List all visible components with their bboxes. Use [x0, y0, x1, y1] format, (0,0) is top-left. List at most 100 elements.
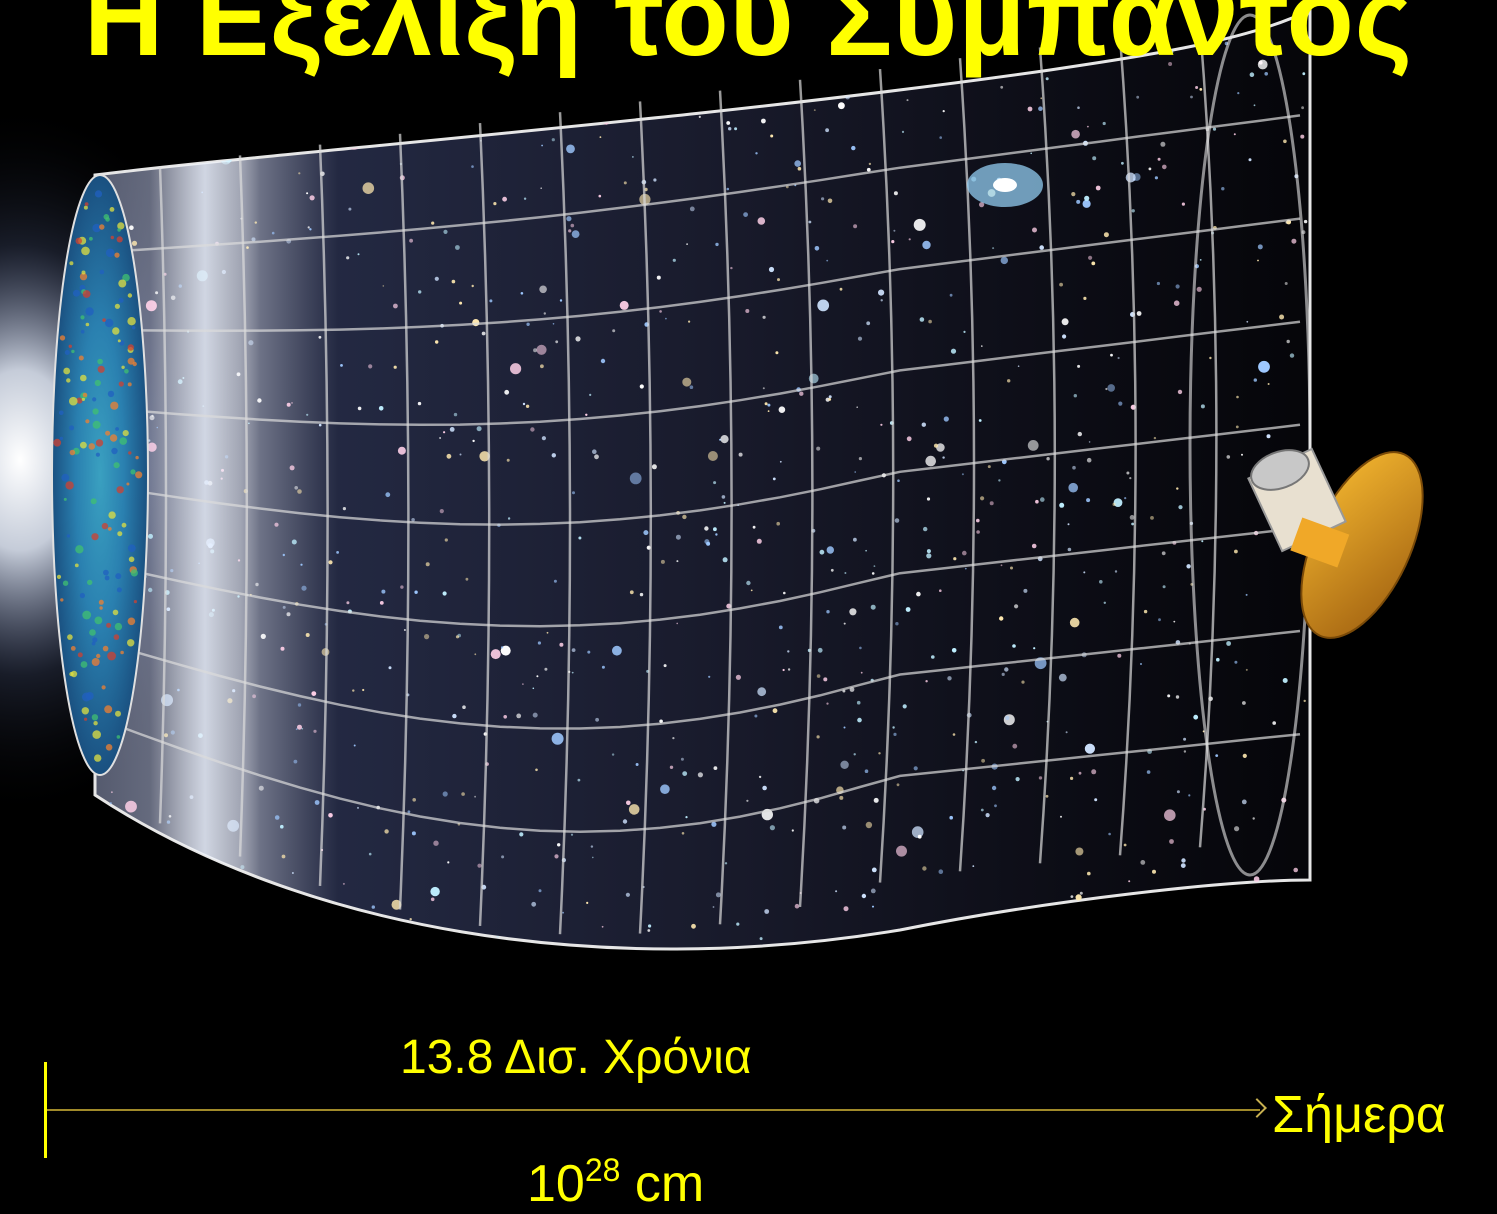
- galaxy-dot: [219, 98, 222, 101]
- galaxy-dot: [566, 216, 572, 222]
- cmb-spot: [79, 284, 86, 291]
- galaxy-dot: [1088, 255, 1093, 260]
- galaxy-dot: [247, 129, 252, 134]
- galaxy-dot: [858, 457, 863, 461]
- galaxy-dot: [856, 406, 858, 409]
- galaxy-dot: [632, 156, 634, 158]
- galaxy-dot: [947, 676, 952, 681]
- cmb-spot: [105, 430, 111, 436]
- galaxy-dot: [434, 276, 439, 281]
- galaxy-dot: [1124, 497, 1127, 500]
- galaxy-dot: [761, 118, 766, 124]
- cmb-spot: [75, 545, 84, 554]
- galaxy-dot: [817, 299, 830, 312]
- grid-line: [99, 217, 1301, 332]
- galaxy-dot: [1094, 798, 1098, 802]
- grid-ring: [958, 58, 976, 872]
- cmb-spot: [127, 344, 134, 351]
- cmb-spot: [127, 544, 136, 553]
- galaxy-dot: [459, 301, 463, 305]
- galaxy-dot: [819, 549, 825, 555]
- cmb-spot: [92, 397, 97, 402]
- galaxy-dot: [1070, 776, 1074, 781]
- galaxy-dot: [500, 645, 511, 656]
- cmb-spot: [95, 439, 104, 447]
- galaxy-dot: [1173, 300, 1180, 307]
- galaxy-dot: [764, 402, 768, 406]
- galaxy-dot: [951, 648, 957, 653]
- galaxy-dot: [1136, 95, 1140, 99]
- galaxy-dot: [825, 128, 829, 133]
- cmb-spot: [61, 473, 70, 482]
- galaxy-dot: [1077, 364, 1081, 368]
- cmb-spot: [105, 248, 115, 258]
- galaxy-dot: [1077, 106, 1080, 109]
- galaxy-dot: [682, 514, 687, 520]
- galaxy-dot: [659, 719, 663, 724]
- grid-line: [99, 114, 1301, 254]
- cmb-spot: [117, 531, 123, 537]
- galaxy-dot: [896, 845, 907, 857]
- galaxy-dot: [619, 300, 629, 310]
- galaxy-dot: [816, 674, 821, 678]
- cmb-spot: [69, 671, 74, 677]
- galaxy-dot: [453, 412, 458, 417]
- galaxy-dot: [639, 592, 644, 597]
- galaxy-dot: [1014, 604, 1019, 609]
- galaxy-dot: [813, 109, 816, 111]
- galaxy-dot: [1117, 653, 1122, 658]
- galaxy-dot: [594, 454, 599, 460]
- galaxy-dot: [362, 182, 375, 194]
- cmb-spot: [63, 367, 71, 375]
- galaxy-dot: [559, 299, 563, 302]
- galaxy-dot: [797, 166, 802, 171]
- galaxy-dot: [618, 110, 624, 116]
- galaxy-dot: [799, 391, 804, 396]
- cmb-spot: [53, 438, 62, 447]
- cmb-spot: [81, 246, 90, 256]
- galaxy-dot: [648, 924, 652, 928]
- galaxy-dot: [1131, 522, 1134, 526]
- galaxy-dot: [691, 923, 696, 929]
- galaxy-dot: [1272, 721, 1276, 725]
- galaxy-dot: [1027, 440, 1039, 451]
- galaxy-dot: [546, 631, 549, 634]
- galaxy-dot: [313, 729, 317, 733]
- galaxy-dot: [541, 436, 547, 441]
- galaxy-dot: [379, 601, 384, 605]
- cmb-spot: [132, 326, 136, 330]
- galaxy-dot: [1190, 95, 1193, 99]
- galaxy-dot: [1067, 523, 1070, 526]
- galaxy-dot: [1102, 121, 1106, 126]
- galaxy-dot: [894, 518, 900, 523]
- cmb-fluctuations: [53, 190, 143, 762]
- galaxy-dot: [985, 813, 990, 818]
- galaxy-dot: [544, 667, 548, 671]
- galaxy-dot: [1270, 925, 1273, 929]
- cmb-spot: [64, 350, 70, 355]
- galaxy-dot: [599, 136, 602, 139]
- galaxy-dot: [489, 299, 493, 303]
- galaxy-dot: [758, 775, 762, 779]
- cmb-spot: [98, 599, 104, 605]
- galaxy-dot: [166, 870, 170, 874]
- cmb-spot: [82, 610, 92, 620]
- cmb-spot: [127, 293, 133, 298]
- galaxy-dot: [539, 285, 547, 294]
- galaxy-dot: [979, 202, 985, 208]
- galaxy-dot: [856, 700, 861, 705]
- galaxy-dot: [713, 481, 717, 485]
- cmb-spot: [66, 378, 71, 383]
- galaxy-dot: [1242, 701, 1246, 705]
- galaxy-dot: [1188, 794, 1191, 797]
- galaxy-dot: [1226, 641, 1231, 646]
- galaxy-dot: [1095, 185, 1101, 191]
- galaxy-dot: [404, 136, 410, 141]
- galaxy-dot: [1175, 929, 1188, 942]
- galaxy-dot: [571, 671, 574, 674]
- galaxy-dot: [726, 187, 730, 191]
- galaxy-dot: [472, 439, 475, 443]
- galaxy-dot: [1177, 389, 1183, 395]
- galaxy-dot: [1245, 668, 1248, 671]
